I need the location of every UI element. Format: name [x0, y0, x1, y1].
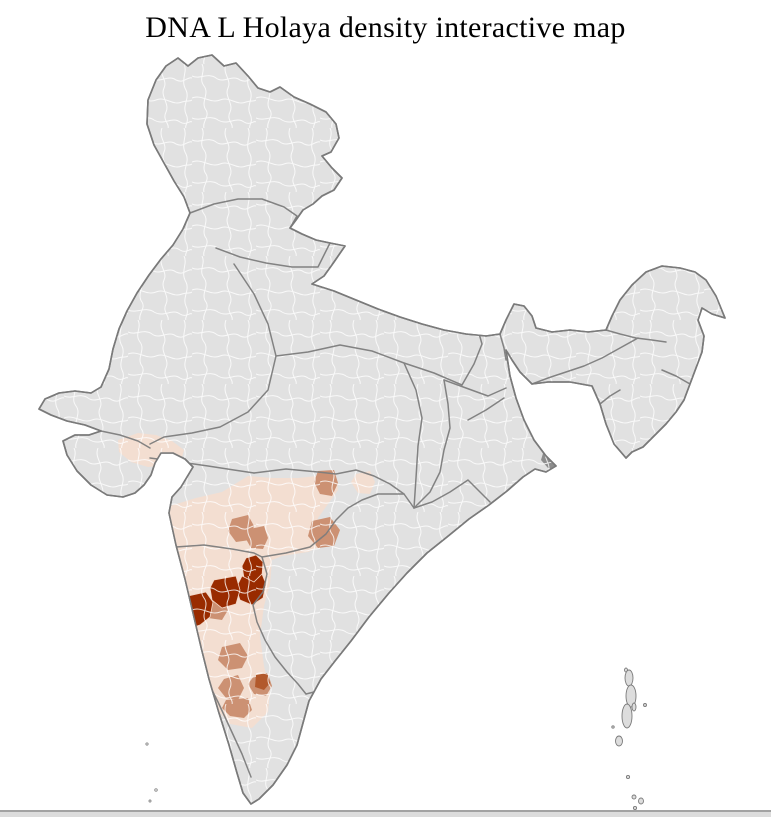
district-boundaries-texture — [39, 55, 725, 804]
map-title: DNA L Holaya density interactive map — [145, 11, 626, 44]
lakshadweep-islands[interactable] — [145, 742, 158, 803]
india-outline — [38, 54, 726, 805]
horizontal-scrollbar-track[interactable] — [0, 810, 771, 817]
andaman-nicobar-islands[interactable] — [611, 667, 647, 811]
